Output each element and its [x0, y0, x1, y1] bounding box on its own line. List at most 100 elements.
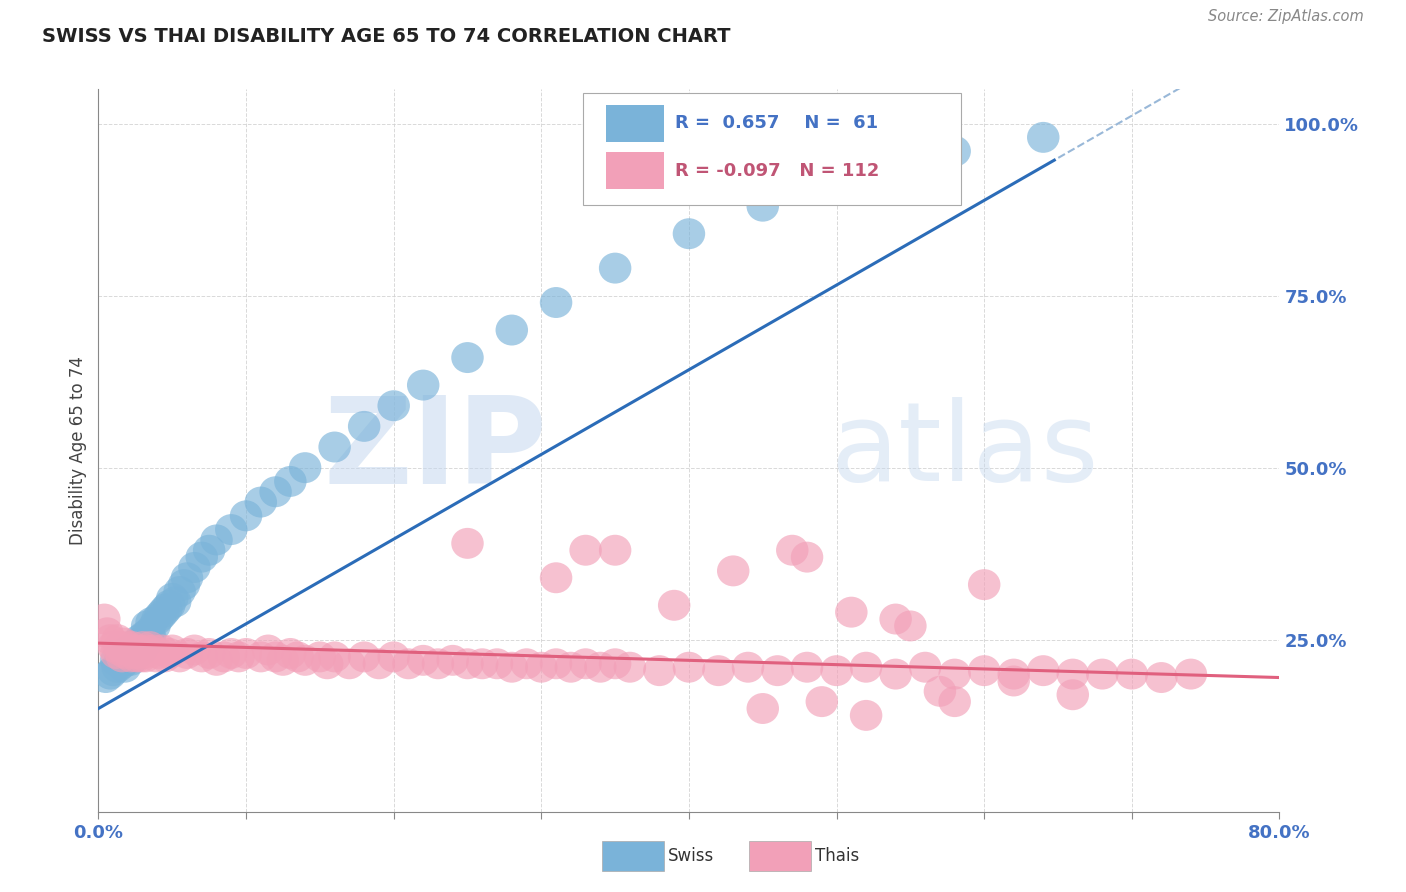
- Ellipse shape: [524, 652, 558, 682]
- Ellipse shape: [938, 686, 972, 717]
- Ellipse shape: [747, 191, 779, 221]
- Ellipse shape: [658, 590, 690, 621]
- Text: R =  0.657    N =  61: R = 0.657 N = 61: [675, 114, 877, 132]
- Ellipse shape: [141, 604, 174, 634]
- Ellipse shape: [167, 569, 200, 600]
- Text: Source: ZipAtlas.com: Source: ZipAtlas.com: [1208, 9, 1364, 24]
- Ellipse shape: [115, 645, 148, 676]
- FancyBboxPatch shape: [606, 105, 664, 143]
- Ellipse shape: [747, 693, 779, 724]
- Ellipse shape: [97, 655, 129, 686]
- Ellipse shape: [104, 641, 136, 673]
- Ellipse shape: [1085, 658, 1119, 690]
- Ellipse shape: [790, 652, 824, 682]
- Ellipse shape: [731, 652, 765, 682]
- Ellipse shape: [1144, 662, 1178, 693]
- Text: Thais: Thais: [815, 847, 859, 865]
- Ellipse shape: [100, 638, 132, 669]
- Ellipse shape: [938, 658, 972, 690]
- Ellipse shape: [117, 632, 149, 662]
- Ellipse shape: [599, 535, 631, 566]
- Ellipse shape: [186, 541, 218, 573]
- Ellipse shape: [1174, 658, 1208, 690]
- Ellipse shape: [148, 597, 180, 628]
- Ellipse shape: [392, 648, 425, 680]
- Ellipse shape: [222, 641, 254, 673]
- Ellipse shape: [105, 648, 138, 680]
- Ellipse shape: [288, 645, 322, 676]
- Ellipse shape: [118, 634, 150, 665]
- Ellipse shape: [495, 315, 529, 345]
- Ellipse shape: [702, 655, 735, 686]
- Ellipse shape: [318, 432, 352, 462]
- Ellipse shape: [540, 648, 572, 680]
- Ellipse shape: [107, 638, 139, 669]
- Ellipse shape: [89, 604, 121, 634]
- Ellipse shape: [554, 652, 588, 682]
- Ellipse shape: [101, 652, 134, 682]
- Ellipse shape: [103, 634, 135, 665]
- Ellipse shape: [465, 648, 499, 680]
- Ellipse shape: [274, 466, 307, 497]
- Ellipse shape: [153, 590, 186, 621]
- Ellipse shape: [540, 562, 572, 593]
- Ellipse shape: [215, 514, 247, 545]
- Ellipse shape: [259, 476, 292, 508]
- Ellipse shape: [129, 628, 162, 658]
- Ellipse shape: [170, 638, 204, 669]
- Ellipse shape: [215, 638, 247, 669]
- Ellipse shape: [135, 607, 167, 638]
- Ellipse shape: [245, 487, 277, 517]
- Ellipse shape: [422, 648, 454, 680]
- Ellipse shape: [267, 645, 299, 676]
- Ellipse shape: [153, 638, 186, 669]
- Ellipse shape: [122, 638, 155, 669]
- Ellipse shape: [938, 136, 972, 167]
- Ellipse shape: [311, 648, 343, 680]
- Ellipse shape: [761, 655, 794, 686]
- Ellipse shape: [129, 641, 162, 673]
- Ellipse shape: [481, 648, 513, 680]
- Ellipse shape: [186, 641, 218, 673]
- Text: ZIP: ZIP: [323, 392, 547, 509]
- Ellipse shape: [849, 700, 883, 731]
- Ellipse shape: [143, 638, 176, 669]
- Ellipse shape: [150, 593, 183, 624]
- Ellipse shape: [128, 638, 160, 669]
- Ellipse shape: [333, 648, 366, 680]
- Ellipse shape: [599, 648, 631, 680]
- Ellipse shape: [100, 645, 132, 676]
- Ellipse shape: [672, 219, 706, 249]
- Ellipse shape: [967, 569, 1001, 600]
- Ellipse shape: [259, 641, 292, 673]
- Text: R = -0.097   N = 112: R = -0.097 N = 112: [675, 162, 879, 180]
- Ellipse shape: [304, 641, 336, 673]
- Ellipse shape: [643, 655, 676, 686]
- Ellipse shape: [318, 641, 352, 673]
- Ellipse shape: [347, 411, 381, 442]
- Ellipse shape: [112, 634, 146, 665]
- Ellipse shape: [252, 634, 284, 665]
- Ellipse shape: [134, 632, 166, 662]
- Ellipse shape: [451, 528, 484, 558]
- Ellipse shape: [281, 641, 314, 673]
- Ellipse shape: [894, 610, 927, 641]
- Ellipse shape: [107, 628, 139, 658]
- Ellipse shape: [117, 638, 149, 669]
- Ellipse shape: [717, 556, 749, 586]
- Ellipse shape: [193, 535, 225, 566]
- Ellipse shape: [120, 632, 152, 662]
- Ellipse shape: [879, 658, 912, 690]
- Ellipse shape: [377, 641, 411, 673]
- Ellipse shape: [101, 624, 134, 655]
- Ellipse shape: [200, 645, 233, 676]
- Ellipse shape: [436, 645, 470, 676]
- Ellipse shape: [1056, 658, 1090, 690]
- Ellipse shape: [540, 287, 572, 318]
- Ellipse shape: [229, 500, 263, 532]
- Ellipse shape: [347, 641, 381, 673]
- Ellipse shape: [156, 583, 188, 614]
- Ellipse shape: [112, 634, 146, 665]
- Ellipse shape: [569, 648, 602, 680]
- Ellipse shape: [91, 617, 124, 648]
